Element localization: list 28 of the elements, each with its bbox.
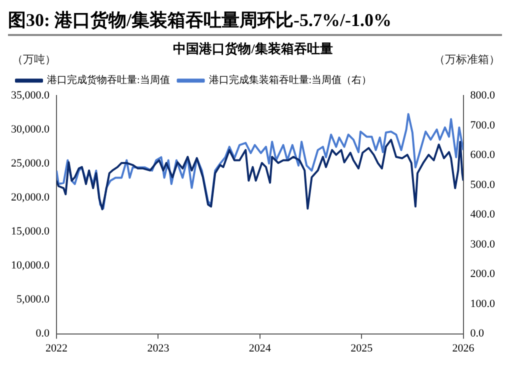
y2-axis-title: （万标准箱）	[434, 52, 500, 66]
y2-tick-label: 300.0	[470, 238, 496, 250]
x-tick-label: 2025	[350, 342, 374, 354]
legend-label: 港口完成货物吞吐量:当周值	[47, 74, 170, 86]
y-tick-label: 35,000.0	[11, 89, 50, 102]
y2-tick-label: 700.0	[470, 119, 496, 132]
y2-tick-label: 600.0	[470, 149, 496, 162]
y-tick-label: 30,000.0	[11, 124, 50, 136]
y-tick-label: 0.0	[36, 328, 50, 340]
y2-tick-label: 800.0	[470, 89, 496, 102]
y2-tick-label: 400.0	[470, 208, 496, 221]
x-tick-label: 2023	[147, 342, 170, 354]
x-tick-label: 2026	[452, 342, 475, 354]
y-tick-label: 15,000.0	[11, 226, 50, 238]
chart-subtitle: 中国港口货物/集装箱吞吐量	[173, 41, 333, 56]
y2-tick-label: 0.0	[470, 328, 484, 340]
chart-title: 图30: 港口货物/集装箱吞吐量周环比-5.7%/-1.0%	[8, 8, 502, 36]
y-tick-label: 20,000.0	[11, 192, 50, 204]
x-tick-label: 2022	[46, 342, 68, 354]
legend-label: 港口完成集装箱吞吐量:当周值（右）	[208, 74, 372, 86]
y-tick-label: 10,000.0	[11, 260, 50, 272]
y-tick-label: 25,000.0	[11, 158, 50, 170]
y2-tick-label: 500.0	[470, 178, 496, 191]
y2-tick-label: 200.0	[470, 268, 496, 280]
y2-tick-label: 100.0	[470, 298, 496, 310]
y-tick-label: 5,000.0	[16, 294, 50, 306]
y-axis-title: （万吨）	[12, 52, 56, 66]
x-tick-label: 2024	[248, 342, 272, 354]
